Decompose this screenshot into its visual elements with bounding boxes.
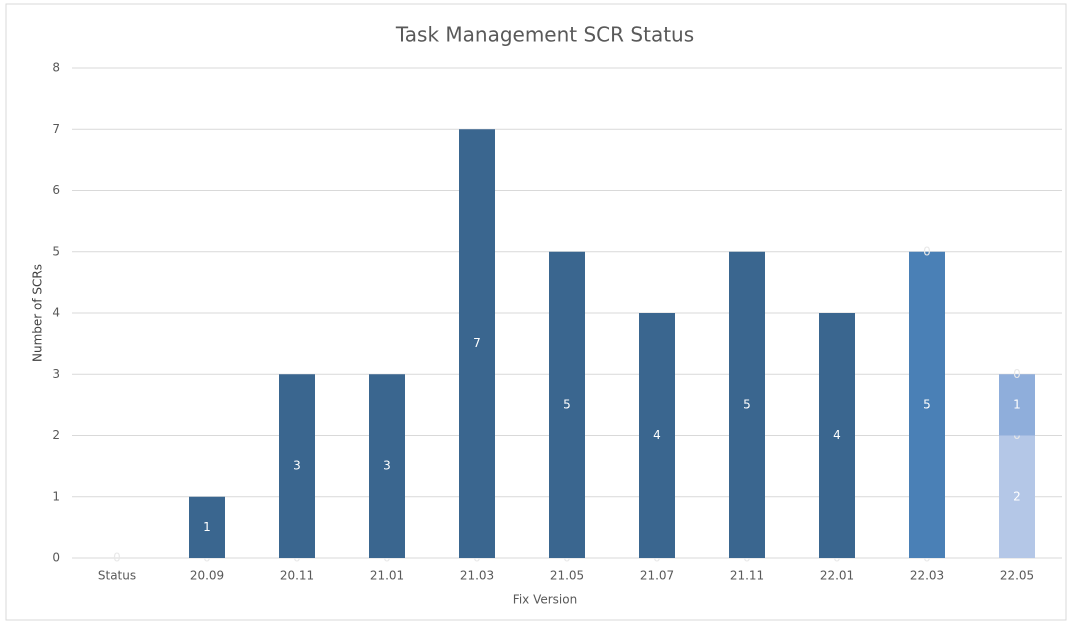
y-tick-label: 8 (52, 61, 60, 75)
data-label: 5 (923, 397, 931, 411)
x-tick-label: 22.05 (1000, 569, 1034, 583)
y-tick-label: 1 (52, 489, 60, 503)
x-tick-label: 21.11 (730, 569, 764, 583)
x-tick-label: Status (98, 569, 136, 583)
data-label: 4 (833, 428, 841, 442)
data-label: 1 (1013, 397, 1021, 411)
data-label: 0 (113, 551, 121, 565)
data-label: 7 (473, 336, 481, 350)
x-tick-label: 20.09 (190, 569, 224, 583)
data-label: 3 (293, 459, 301, 473)
data-label: 1 (203, 520, 211, 534)
bar-segment (909, 251, 945, 558)
bar-segment (999, 374, 1035, 436)
bar-segment (729, 251, 765, 558)
bar-segment (999, 435, 1035, 558)
y-tick-label: 0 (52, 551, 60, 565)
y-tick-label: 3 (52, 367, 60, 381)
chart-title: Task Management SCR Status (395, 23, 694, 47)
data-label: 0 (1013, 367, 1021, 381)
data-label: 3 (383, 459, 391, 473)
bar-segment (279, 374, 315, 558)
y-tick-label: 2 (52, 428, 60, 442)
x-tick-label: 21.07 (640, 569, 674, 583)
bar-segment (819, 313, 855, 558)
x-tick-label: 21.01 (370, 569, 404, 583)
x-axis-title: Fix Version (513, 593, 577, 607)
data-label: 5 (563, 397, 571, 411)
data-label: 5 (743, 397, 751, 411)
bar-segment (639, 313, 675, 558)
y-tick-label: 6 (52, 183, 60, 197)
bar-segment (369, 374, 405, 558)
x-tick-label: 21.05 (550, 569, 584, 583)
bar-segment (549, 251, 585, 558)
y-axis-title: Number of SCRs (31, 264, 45, 362)
x-tick-label: 22.01 (820, 569, 854, 583)
y-tick-label: 7 (52, 122, 60, 136)
chart-border (5, 3, 1067, 621)
data-label: 2 (1013, 489, 1021, 503)
data-label: 0 (923, 244, 931, 258)
y-tick-label: 5 (52, 244, 60, 258)
bar-segment (189, 496, 225, 558)
x-tick-label: 20.11 (280, 569, 314, 583)
x-tick-label: 22.03 (910, 569, 944, 583)
y-tick-label: 4 (52, 306, 60, 320)
bar-segment (459, 129, 495, 558)
data-label: 4 (653, 428, 661, 442)
x-tick-label: 21.03 (460, 569, 494, 583)
